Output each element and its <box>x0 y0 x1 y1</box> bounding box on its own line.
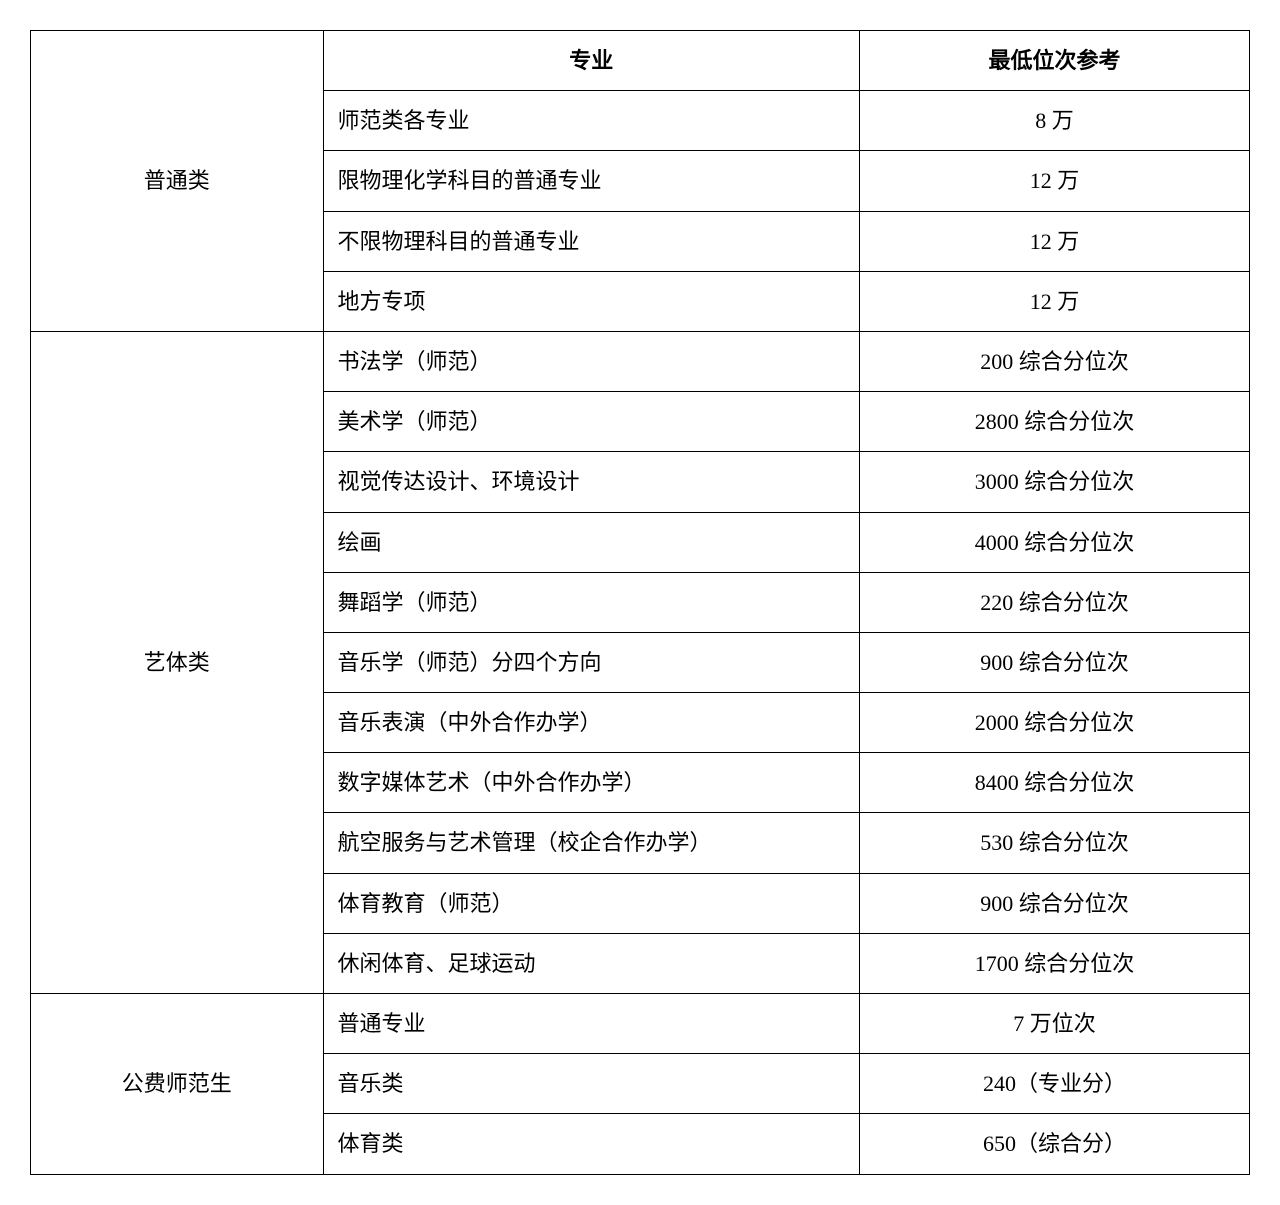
category-cell: 艺体类 <box>31 331 324 993</box>
rank-cell: 200 综合分位次 <box>859 331 1249 391</box>
rank-cell: 900 综合分位次 <box>859 632 1249 692</box>
rank-cell: 8400 综合分位次 <box>859 753 1249 813</box>
category-cell: 公费师范生 <box>31 994 324 1175</box>
major-cell: 音乐表演（中外合作办学） <box>323 693 859 753</box>
rank-cell: 4000 综合分位次 <box>859 512 1249 572</box>
major-cell: 书法学（师范） <box>323 331 859 391</box>
table-header-row: 普通类专业最低位次参考 <box>31 31 1250 91</box>
table-body: 普通类专业最低位次参考师范类各专业8 万限物理化学科目的普通专业12 万不限物理… <box>31 31 1250 1175</box>
rank-cell: 530 综合分位次 <box>859 813 1249 873</box>
major-cell: 休闲体育、足球运动 <box>323 933 859 993</box>
major-cell: 体育类 <box>323 1114 859 1174</box>
major-cell: 师范类各专业 <box>323 91 859 151</box>
rank-cell: 240（专业分） <box>859 1054 1249 1114</box>
rank-cell: 12 万 <box>859 271 1249 331</box>
admissions-table: 普通类专业最低位次参考师范类各专业8 万限物理化学科目的普通专业12 万不限物理… <box>30 30 1250 1175</box>
major-cell: 音乐类 <box>323 1054 859 1114</box>
rank-cell: 12 万 <box>859 151 1249 211</box>
rank-cell: 1700 综合分位次 <box>859 933 1249 993</box>
rank-cell: 7 万位次 <box>859 994 1249 1054</box>
header-major: 专业 <box>323 31 859 91</box>
major-cell: 地方专项 <box>323 271 859 331</box>
major-cell: 视觉传达设计、环境设计 <box>323 452 859 512</box>
major-cell: 航空服务与艺术管理（校企合作办学） <box>323 813 859 873</box>
rank-cell: 900 综合分位次 <box>859 873 1249 933</box>
major-cell: 普通专业 <box>323 994 859 1054</box>
major-cell: 不限物理科目的普通专业 <box>323 211 859 271</box>
major-cell: 音乐学（师范）分四个方向 <box>323 632 859 692</box>
rank-cell: 650（综合分） <box>859 1114 1249 1174</box>
category-cell: 普通类 <box>31 31 324 332</box>
rank-cell: 3000 综合分位次 <box>859 452 1249 512</box>
rank-cell: 220 综合分位次 <box>859 572 1249 632</box>
table-row: 公费师范生普通专业7 万位次 <box>31 994 1250 1054</box>
rank-cell: 8 万 <box>859 91 1249 151</box>
header-rank: 最低位次参考 <box>859 31 1249 91</box>
table-row: 艺体类书法学（师范）200 综合分位次 <box>31 331 1250 391</box>
major-cell: 绘画 <box>323 512 859 572</box>
major-cell: 美术学（师范） <box>323 392 859 452</box>
major-cell: 体育教育（师范） <box>323 873 859 933</box>
rank-cell: 2800 综合分位次 <box>859 392 1249 452</box>
major-cell: 舞蹈学（师范） <box>323 572 859 632</box>
major-cell: 数字媒体艺术（中外合作办学） <box>323 753 859 813</box>
major-cell: 限物理化学科目的普通专业 <box>323 151 859 211</box>
rank-cell: 12 万 <box>859 211 1249 271</box>
rank-cell: 2000 综合分位次 <box>859 693 1249 753</box>
